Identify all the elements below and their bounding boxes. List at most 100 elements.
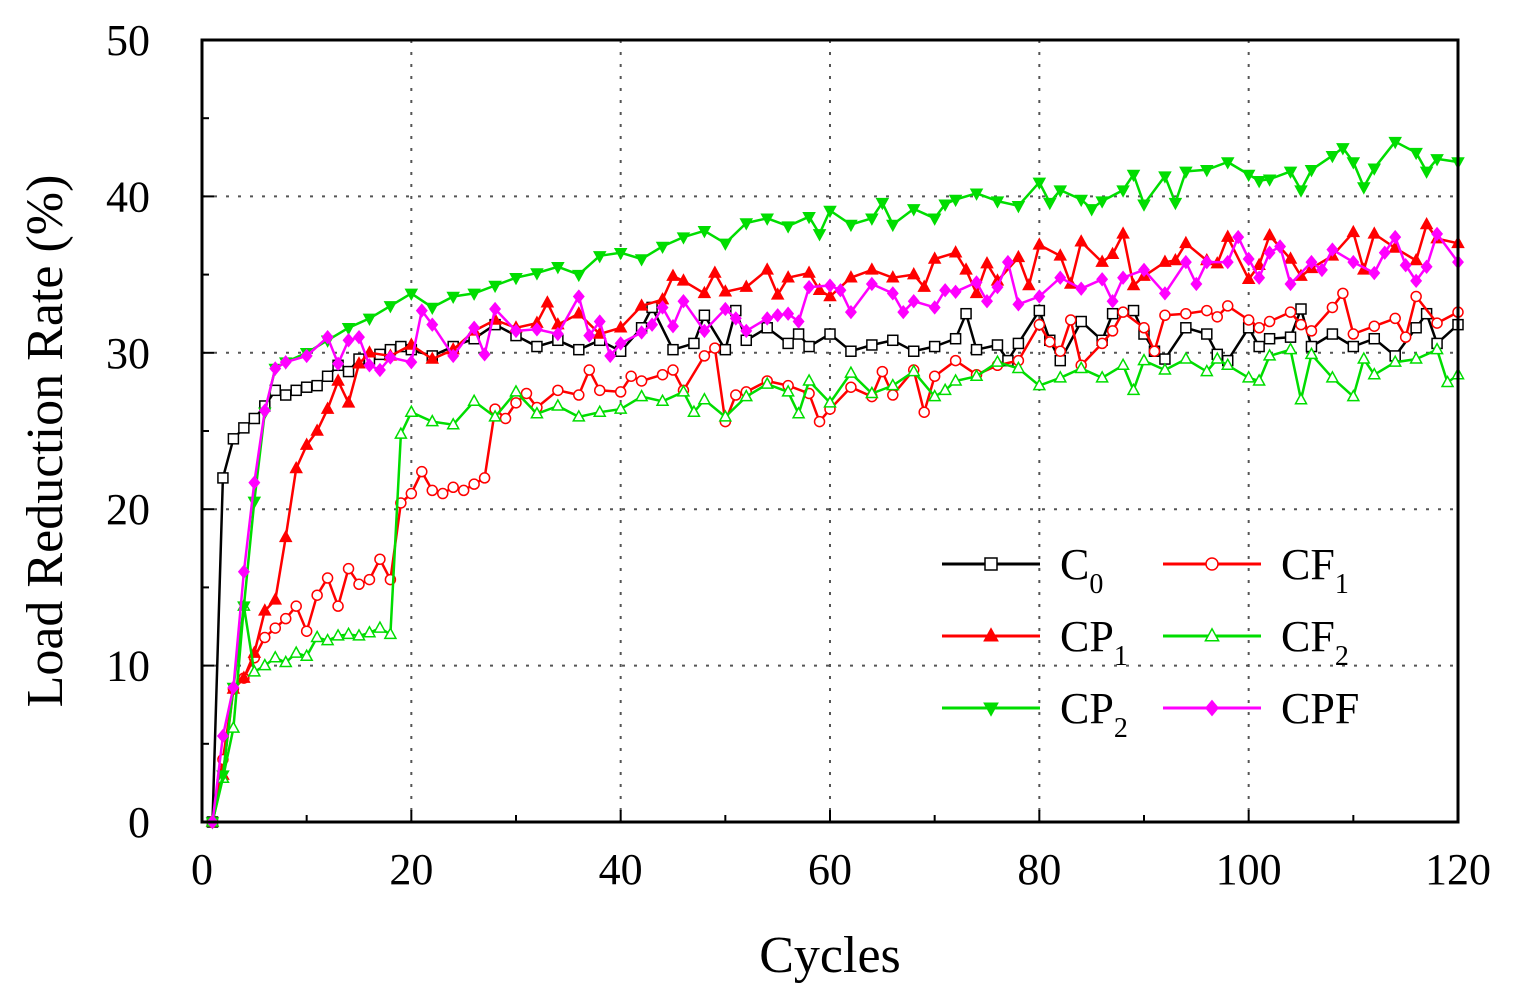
data-point-cp2 xyxy=(865,213,879,226)
data-point-cf2 xyxy=(341,626,356,640)
legend-marker-cp2 xyxy=(983,702,999,717)
data-point-cp1 xyxy=(886,270,900,283)
data-point-cp2 xyxy=(1419,166,1434,179)
data-point-cp2 xyxy=(948,194,963,208)
legend-item-cp1: CP1 xyxy=(942,612,1128,672)
data-point-cpf xyxy=(216,728,229,744)
data-point-cp1 xyxy=(1419,216,1434,230)
data-point-cp2 xyxy=(823,205,837,219)
data-point-cf2 xyxy=(948,373,963,386)
data-point-cf1 xyxy=(1410,290,1422,303)
data-point-cpf xyxy=(740,323,753,339)
legend-marker-cf2 xyxy=(1204,627,1220,642)
data-point-cp2 xyxy=(1262,174,1277,187)
data-point-cf2 xyxy=(1409,351,1423,364)
data-point-cp2 xyxy=(1252,176,1266,189)
data-point-cpf xyxy=(583,328,596,343)
data-point-cp1 xyxy=(823,288,837,302)
data-point-c0 xyxy=(311,379,323,392)
data-point-cf1 xyxy=(593,384,606,397)
data-point-cpf xyxy=(510,323,522,339)
data-point-cf1 xyxy=(1138,322,1150,334)
data-point-cp2 xyxy=(969,188,984,201)
data-point-cf1 xyxy=(363,573,376,586)
data-point-cf2 xyxy=(352,628,366,641)
data-point-cp1 xyxy=(613,320,628,333)
series-cf1 xyxy=(206,287,1464,828)
data-point-cp2 xyxy=(886,219,900,233)
data-point-cpf xyxy=(426,317,439,332)
data-point-cf1 xyxy=(1054,345,1067,357)
data-point-cp2 xyxy=(1220,157,1235,170)
data-point-cp1 xyxy=(310,423,324,436)
data-point-cf2 xyxy=(1095,370,1109,383)
data-point-cp1 xyxy=(1179,235,1193,249)
data-point-c0 xyxy=(227,433,240,445)
data-point-cpf xyxy=(1420,259,1433,274)
data-point-cf1 xyxy=(510,397,522,409)
legend-item-cf2: CF2 xyxy=(1163,612,1349,672)
data-point-cf2 xyxy=(1367,367,1382,380)
data-point-cp2 xyxy=(1053,185,1068,198)
data-point-c0 xyxy=(1033,304,1046,317)
data-point-cp2 xyxy=(844,219,858,233)
legend-label-c0: C0 xyxy=(1060,540,1103,600)
data-point-cpf xyxy=(677,294,690,309)
data-point-c0 xyxy=(1347,340,1360,353)
data-point-c0 xyxy=(342,365,355,378)
data-point-cpf xyxy=(1347,254,1360,270)
data-point-cpf xyxy=(551,326,564,342)
data-point-cp2 xyxy=(425,302,440,316)
data-point-cp1 xyxy=(666,268,680,281)
data-point-cpf xyxy=(1399,258,1412,273)
data-point-c0 xyxy=(1253,340,1265,353)
data-point-cp2 xyxy=(1409,147,1423,161)
data-point-cp1 xyxy=(1053,248,1068,261)
data-point-cf2 xyxy=(1430,342,1444,355)
data-point-cp1 xyxy=(1158,254,1172,267)
data-point-cpf xyxy=(1075,281,1088,296)
data-point-cf2 xyxy=(551,398,565,411)
data-point-cf1 xyxy=(887,389,899,401)
data-point-cf2 xyxy=(258,658,272,671)
data-point-cf1 xyxy=(1221,300,1234,312)
data-point-cp1 xyxy=(1032,237,1047,250)
data-point-cpf xyxy=(405,355,418,370)
data-point-cf2 xyxy=(1241,370,1256,383)
data-point-c0 xyxy=(667,343,679,356)
data-point-cpf xyxy=(729,311,742,326)
data-point-cpf xyxy=(373,362,386,378)
data-point-c0 xyxy=(1106,307,1119,320)
data-point-cpf xyxy=(1389,229,1402,245)
data-point-cf1 xyxy=(416,465,428,478)
axis-ticks xyxy=(201,39,1459,823)
data-point-c0 xyxy=(845,345,857,357)
data-point-cf2 xyxy=(1200,364,1214,377)
data-point-cf1 xyxy=(1431,317,1443,329)
data-point-cp2 xyxy=(1200,165,1214,178)
data-point-cp2 xyxy=(927,213,942,226)
data-point-cpf xyxy=(604,348,617,364)
data-point-cpf xyxy=(1221,254,1234,270)
data-point-cf1 xyxy=(552,384,564,397)
data-point-c0 xyxy=(887,334,899,347)
data-point-cf2 xyxy=(572,409,586,422)
data-point-cp1 xyxy=(865,262,879,275)
data-point-cf2 xyxy=(320,633,335,646)
data-point-cp1 xyxy=(676,273,691,286)
data-point-cp2 xyxy=(739,218,754,231)
data-point-cf1 xyxy=(321,572,334,584)
data-point-cf1 xyxy=(918,406,930,418)
data-point-cpf xyxy=(907,294,920,309)
x-tick-label: 100 xyxy=(1216,845,1282,894)
data-point-cf1 xyxy=(1253,322,1265,334)
data-point-cf1 xyxy=(1263,315,1276,328)
data-point-cp2 xyxy=(1430,154,1444,167)
data-point-cpf xyxy=(1179,254,1192,270)
data-point-cp1 xyxy=(268,592,283,605)
y-tick-label: 0 xyxy=(128,798,150,847)
data-point-cp1 xyxy=(1116,226,1130,239)
data-point-cf1 xyxy=(1201,304,1213,317)
data-point-cf2 xyxy=(1032,378,1047,391)
data-point-cf1 xyxy=(949,354,962,367)
